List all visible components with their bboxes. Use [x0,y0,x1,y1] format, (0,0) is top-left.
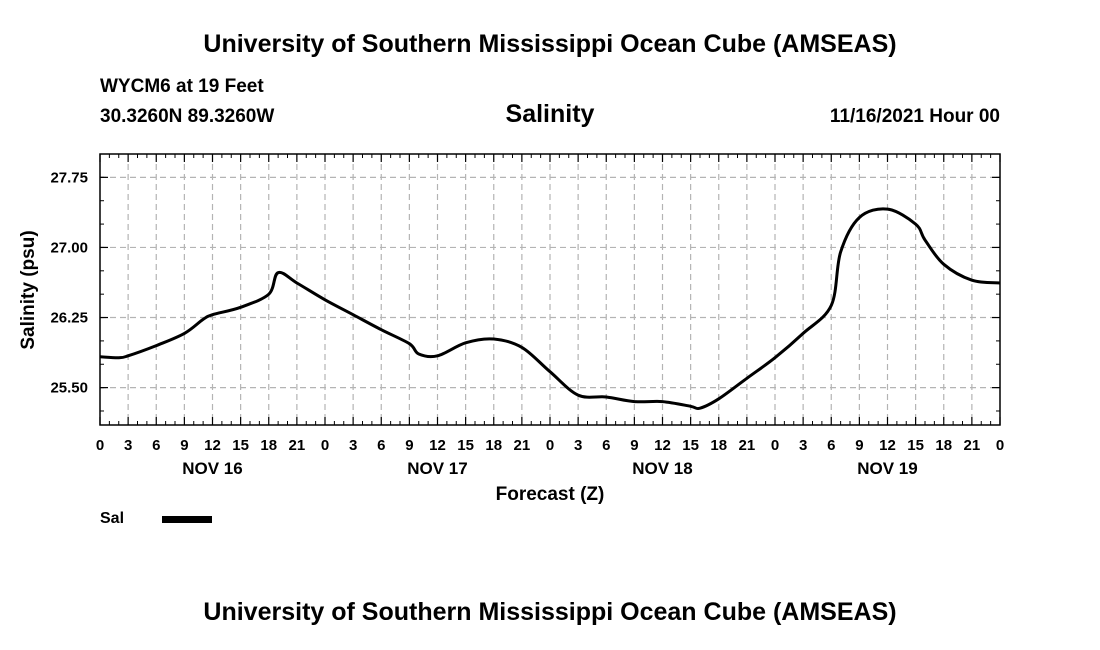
x-tick-label: 0 [546,437,554,454]
x-tick-label: 15 [457,437,474,454]
x-tick-label: 9 [180,437,188,454]
y-tick-label: 25.50 [50,380,88,397]
x-tick-label: 3 [124,437,132,454]
x-tick-label: 15 [682,437,699,454]
x-tick-label: 15 [232,437,249,454]
x-tick-label: 18 [260,437,277,454]
day-label: NOV 18 [632,459,692,478]
x-tick-label: 6 [827,437,835,454]
x-tick-label: 0 [321,437,329,454]
x-tick-label: 21 [289,437,306,454]
station-label: WYCM6 at 19 Feet [100,76,264,97]
x-tick-label: 3 [799,437,807,454]
x-tick-label: 3 [574,437,582,454]
y-axis-label: Salinity (psu) [18,230,39,349]
x-tick-label: 3 [349,437,357,454]
chart-title: Salinity [505,100,595,128]
coordinates-label: 30.3260N 89.3260W [100,106,275,127]
legend-label: Sal [100,510,125,527]
y-tick-label: 26.25 [50,310,88,327]
x-tick-label: 21 [739,437,756,454]
x-tick-label: 0 [96,437,104,454]
x-tick-label: 21 [964,437,981,454]
x-tick-label: 0 [771,437,779,454]
day-label: NOV 17 [407,459,467,478]
legend-swatch [162,516,212,523]
x-tick-label: 12 [654,437,671,454]
x-tick-label: 9 [855,437,863,454]
grid-lines [100,154,1000,425]
day-label: NOV 19 [857,459,917,478]
x-tick-label: 9 [630,437,638,454]
x-tick-label: 18 [710,437,727,454]
x-tick-label: 12 [429,437,446,454]
y-tick-label: 27.00 [50,239,88,256]
x-tick-label: 0 [996,437,1004,454]
x-tick-label: 18 [485,437,502,454]
footer-title: University of Southern Mississippi Ocean… [203,598,897,626]
x-tick-label: 15 [907,437,924,454]
datetime-label: 11/16/2021 Hour 00 [829,106,1000,127]
x-tick-label: 12 [879,437,896,454]
series-line-sal [99,207,1001,411]
x-tick-label: 12 [204,437,221,454]
x-tick-label: 6 [377,437,385,454]
x-tick-label: 6 [602,437,610,454]
x-tick-label: 18 [935,437,952,454]
page-title: University of Southern Mississippi Ocean… [203,30,897,58]
x-tick-label: 21 [514,437,531,454]
plot-frame [99,153,1001,426]
y-tick-label: 27.75 [50,169,88,186]
x-tick-label: 6 [152,437,160,454]
day-label: NOV 16 [182,459,242,478]
x-tick-label: 9 [405,437,413,454]
x-axis-label: Forecast (Z) [496,484,605,505]
